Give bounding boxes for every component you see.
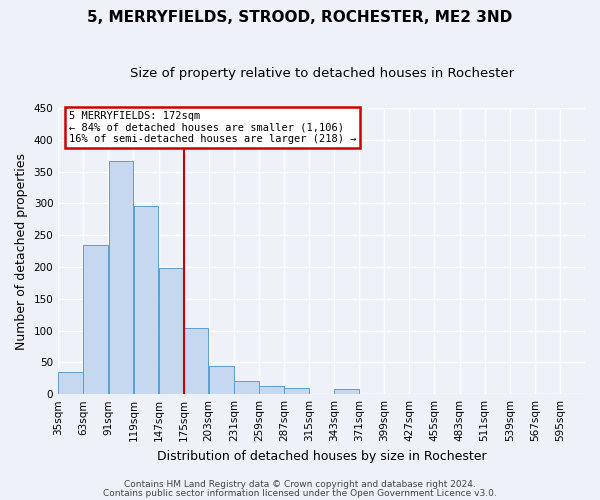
Bar bbox=[334, 389, 359, 394]
Bar bbox=[259, 386, 284, 394]
Bar bbox=[209, 366, 233, 394]
Title: Size of property relative to detached houses in Rochester: Size of property relative to detached ho… bbox=[130, 68, 514, 80]
Bar bbox=[159, 268, 184, 394]
Bar bbox=[184, 328, 208, 394]
Bar bbox=[284, 388, 309, 394]
Bar bbox=[58, 372, 83, 394]
Text: 5, MERRYFIELDS, STROOD, ROCHESTER, ME2 3ND: 5, MERRYFIELDS, STROOD, ROCHESTER, ME2 3… bbox=[88, 10, 512, 25]
Text: Contains HM Land Registry data © Crown copyright and database right 2024.: Contains HM Land Registry data © Crown c… bbox=[124, 480, 476, 489]
Bar bbox=[83, 245, 108, 394]
Bar bbox=[109, 161, 133, 394]
Bar bbox=[234, 381, 259, 394]
Y-axis label: Number of detached properties: Number of detached properties bbox=[15, 152, 28, 350]
Text: 5 MERRYFIELDS: 172sqm
← 84% of detached houses are smaller (1,106)
16% of semi-d: 5 MERRYFIELDS: 172sqm ← 84% of detached … bbox=[69, 111, 356, 144]
Text: Contains public sector information licensed under the Open Government Licence v3: Contains public sector information licen… bbox=[103, 488, 497, 498]
Bar bbox=[134, 206, 158, 394]
X-axis label: Distribution of detached houses by size in Rochester: Distribution of detached houses by size … bbox=[157, 450, 487, 462]
